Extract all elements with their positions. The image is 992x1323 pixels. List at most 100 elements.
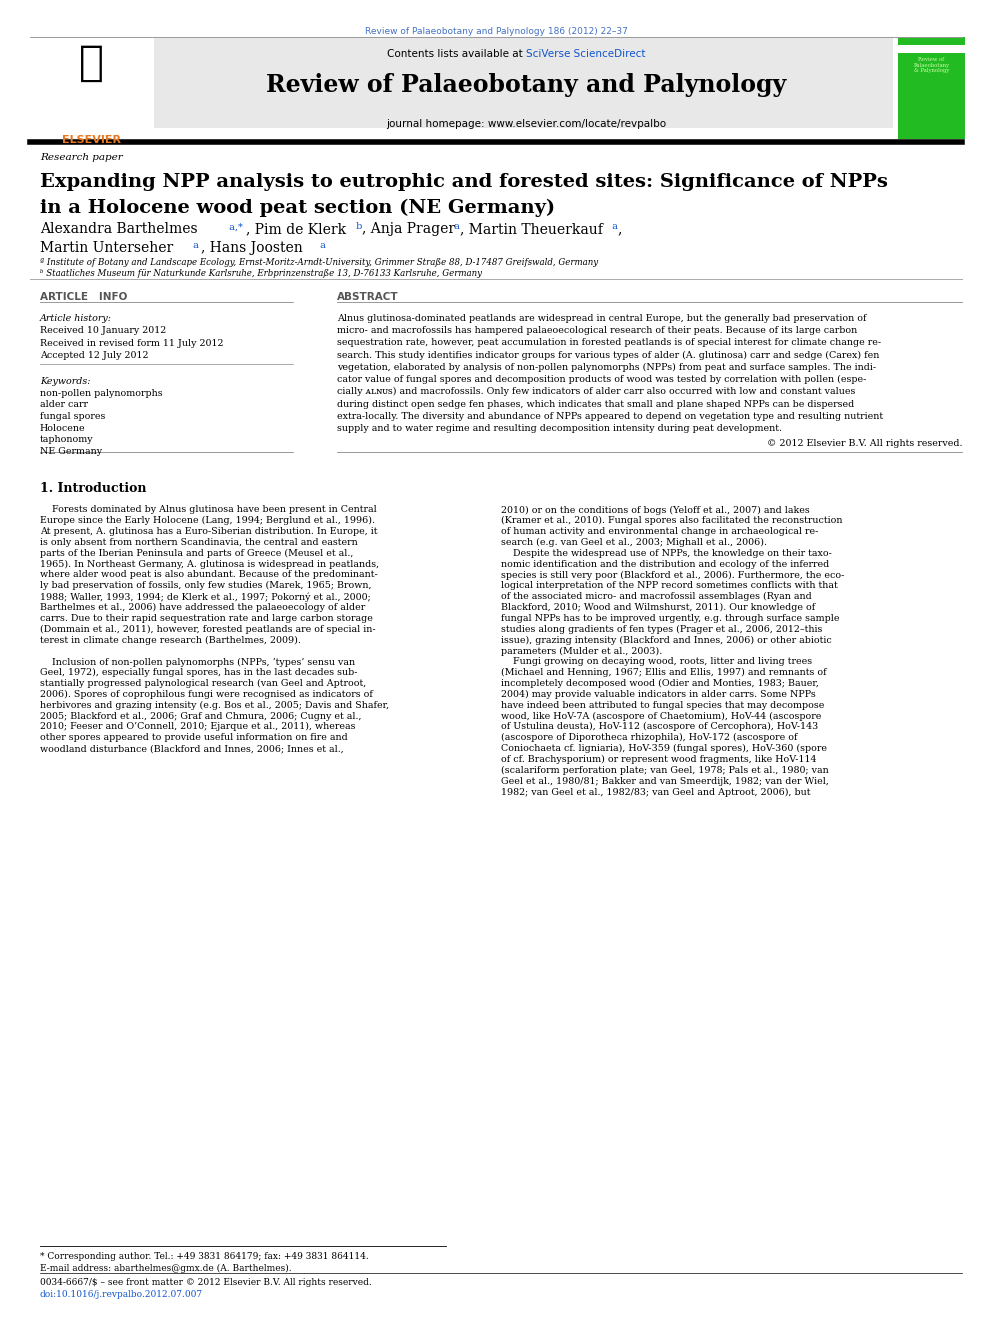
Text: alder carr: alder carr bbox=[40, 401, 87, 409]
Text: , Martin Theuerkauf: , Martin Theuerkauf bbox=[460, 222, 603, 237]
Text: Barthelmes et al., 2006) have addressed the palaeoecology of alder: Barthelmes et al., 2006) have addressed … bbox=[40, 603, 365, 613]
Text: Blackford, 2010; Wood and Wilmshurst, 2011). Our knowledge of: Blackford, 2010; Wood and Wilmshurst, 20… bbox=[501, 603, 815, 613]
Text: studies along gradients of fen types (Prager et al., 2006, 2012–this: studies along gradients of fen types (Pr… bbox=[501, 624, 822, 634]
Text: 1982; van Geel et al., 1982/83; van Geel and Aptroot, 2006), but: 1982; van Geel et al., 1982/83; van Geel… bbox=[501, 787, 810, 796]
Text: Despite the widespread use of NPPs, the knowledge on their taxo-: Despite the widespread use of NPPs, the … bbox=[501, 549, 832, 558]
Text: ELSEVIER: ELSEVIER bbox=[62, 135, 121, 146]
Text: ARTICLE   INFO: ARTICLE INFO bbox=[40, 292, 127, 303]
Text: have indeed been attributed to fungal species that may decompose: have indeed been attributed to fungal sp… bbox=[501, 701, 824, 709]
Text: (Dommain et al., 2011), however, forested peatlands are of special in-: (Dommain et al., 2011), however, foreste… bbox=[40, 624, 375, 634]
Bar bbox=[898, 45, 965, 53]
Text: in a Holocene wood peat section (NE Germany): in a Holocene wood peat section (NE Germ… bbox=[40, 198, 555, 217]
Text: a,*: a,* bbox=[226, 222, 243, 232]
Text: fungal spores: fungal spores bbox=[40, 411, 105, 421]
Text: Received 10 January 2012: Received 10 January 2012 bbox=[40, 325, 166, 335]
Text: 2005; Blackford et al., 2006; Graf and Chmura, 2006; Cugny et al.,: 2005; Blackford et al., 2006; Graf and C… bbox=[40, 712, 361, 721]
Text: of human activity and environmental change in archaeological re-: of human activity and environmental chan… bbox=[501, 527, 818, 536]
Text: a: a bbox=[190, 241, 199, 250]
Text: a: a bbox=[317, 241, 326, 250]
Text: ABSTRACT: ABSTRACT bbox=[337, 292, 399, 303]
Text: Research paper: Research paper bbox=[40, 153, 122, 163]
Text: Geel et al., 1980/81; Bakker and van Smeerdijk, 1982; van der Wiel,: Geel et al., 1980/81; Bakker and van Sme… bbox=[501, 777, 829, 786]
Text: nomic identification and the distribution and ecology of the inferred: nomic identification and the distributio… bbox=[501, 560, 829, 569]
Text: Article history:: Article history: bbox=[40, 314, 112, 323]
Text: Alexandra Barthelmes: Alexandra Barthelmes bbox=[40, 222, 197, 237]
Text: * Corresponding author. Tel.: +49 3831 864179; fax: +49 3831 864114.: * Corresponding author. Tel.: +49 3831 8… bbox=[40, 1252, 368, 1261]
Text: (Michael and Henning, 1967; Ellis and Ellis, 1997) and remnants of: (Michael and Henning, 1967; Ellis and El… bbox=[501, 668, 826, 677]
Text: b: b bbox=[353, 222, 362, 232]
Text: of cf. Brachysporium) or represent wood fragments, like HoV-114: of cf. Brachysporium) or represent wood … bbox=[501, 755, 816, 763]
Text: other spores appeared to provide useful information on fire and: other spores appeared to provide useful … bbox=[40, 733, 347, 742]
Text: issue), grazing intensity (Blackford and Innes, 2006) or other abiotic: issue), grazing intensity (Blackford and… bbox=[501, 635, 831, 644]
Text: fungal NPPs has to be improved urgently, e.g. through surface sample: fungal NPPs has to be improved urgently,… bbox=[501, 614, 839, 623]
Text: of the associated micro- and macrofossil assemblages (Ryan and: of the associated micro- and macrofossil… bbox=[501, 593, 811, 601]
Text: search (e.g. van Geel et al., 2003; Mighall et al., 2006).: search (e.g. van Geel et al., 2003; Migh… bbox=[501, 538, 767, 546]
Text: , Pim de Klerk: , Pim de Klerk bbox=[246, 222, 346, 237]
Text: vegetation, elaborated by analysis of non-pollen palynomorphs (NPPs) from peat a: vegetation, elaborated by analysis of no… bbox=[337, 363, 876, 372]
Text: Martin Unterseher: Martin Unterseher bbox=[40, 241, 173, 255]
Text: 2006). Spores of coprophilous fungi were recognised as indicators of: 2006). Spores of coprophilous fungi were… bbox=[40, 689, 373, 699]
Text: 0034-6667/$ – see front matter © 2012 Elsevier B.V. All rights reserved.: 0034-6667/$ – see front matter © 2012 El… bbox=[40, 1278, 371, 1287]
Text: woodland disturbance (Blackford and Innes, 2006; Innes et al.,: woodland disturbance (Blackford and Inne… bbox=[40, 744, 343, 753]
Text: Keywords:: Keywords: bbox=[40, 377, 90, 386]
Bar bbox=[898, 37, 965, 139]
Text: taphonomy: taphonomy bbox=[40, 435, 93, 445]
Text: ª Institute of Botany and Landscape Ecology, Ernst-Moritz-Arndt-University, Grim: ª Institute of Botany and Landscape Ecol… bbox=[40, 258, 598, 267]
Text: ,: , bbox=[617, 222, 621, 237]
Text: Expanding NPP analysis to eutrophic and forested sites: Significance of NPPs: Expanding NPP analysis to eutrophic and … bbox=[40, 173, 888, 192]
Text: Europe since the Early Holocene (Lang, 1994; Berglund et al., 1996).: Europe since the Early Holocene (Lang, 1… bbox=[40, 516, 375, 525]
Text: NE Germany: NE Germany bbox=[40, 447, 102, 456]
Text: Review of Palaeobotany and Palynology: Review of Palaeobotany and Palynology bbox=[266, 73, 786, 97]
Text: where alder wood peat is also abundant. Because of the predominant-: where alder wood peat is also abundant. … bbox=[40, 570, 377, 579]
Text: a: a bbox=[609, 222, 618, 232]
Text: Holocene: Holocene bbox=[40, 423, 85, 433]
Text: a: a bbox=[451, 222, 460, 232]
Text: is only absent from northern Scandinavia, the central and eastern: is only absent from northern Scandinavia… bbox=[40, 538, 357, 546]
Text: doi:10.1016/j.revpalbo.2012.07.007: doi:10.1016/j.revpalbo.2012.07.007 bbox=[40, 1290, 202, 1299]
Text: of Ustulina deusta), HoV-112 (ascospore of Cercophora), HoV-143: of Ustulina deusta), HoV-112 (ascospore … bbox=[501, 722, 818, 732]
Text: Forests dominated by Alnus glutinosa have been present in Central: Forests dominated by Alnus glutinosa hav… bbox=[40, 505, 376, 515]
Text: (Kramer et al., 2010). Fungal spores also facilitated the reconstruction: (Kramer et al., 2010). Fungal spores als… bbox=[501, 516, 842, 525]
Text: parts of the Iberian Peninsula and parts of Greece (Meusel et al.,: parts of the Iberian Peninsula and parts… bbox=[40, 549, 353, 558]
Text: At present, A. glutinosa has a Euro-Siberian distribution. In Europe, it: At present, A. glutinosa has a Euro-Sibe… bbox=[40, 527, 377, 536]
Text: cator value of fungal spores and decomposition products of wood was tested by co: cator value of fungal spores and decompo… bbox=[337, 376, 867, 384]
Text: E-mail address: abarthelmes@gmx.de (A. Barthelmes).: E-mail address: abarthelmes@gmx.de (A. B… bbox=[40, 1263, 292, 1273]
Text: ᵇ Staatliches Museum für Naturkunde Karlsruhe, Erbprinzenstraße 13, D-76133 Karl: ᵇ Staatliches Museum für Naturkunde Karl… bbox=[40, 269, 482, 278]
Text: stantially progressed palynological research (van Geel and Aptroot,: stantially progressed palynological rese… bbox=[40, 679, 366, 688]
Text: SciVerse ScienceDirect: SciVerse ScienceDirect bbox=[526, 49, 645, 60]
Text: Fungi growing on decaying wood, roots, litter and living trees: Fungi growing on decaying wood, roots, l… bbox=[501, 658, 812, 667]
Text: search. This study identifies indicator groups for various types of alder (A. gl: search. This study identifies indicator … bbox=[337, 351, 880, 360]
Text: terest in climate change research (Barthelmes, 2009).: terest in climate change research (Barth… bbox=[40, 635, 301, 644]
Bar bbox=[154, 38, 893, 128]
Text: 1988; Waller, 1993, 1994; de Klerk et al., 1997; Pokorný et al., 2000;: 1988; Waller, 1993, 1994; de Klerk et al… bbox=[40, 593, 370, 602]
Text: Review of Palaeobotany and Palynology 186 (2012) 22–37: Review of Palaeobotany and Palynology 18… bbox=[365, 26, 627, 36]
Bar bbox=[30, 37, 154, 139]
Text: non-pollen palynomorphs: non-pollen palynomorphs bbox=[40, 389, 163, 398]
Text: extra-locally. The diversity and abundance of NPPs appeared to depend on vegetat: extra-locally. The diversity and abundan… bbox=[337, 411, 884, 421]
Text: Geel, 1972), especially fungal spores, has in the last decades sub-: Geel, 1972), especially fungal spores, h… bbox=[40, 668, 357, 677]
Text: Alnus glutinosa-dominated peatlands are widespread in central Europe, but the ge: Alnus glutinosa-dominated peatlands are … bbox=[337, 314, 867, 323]
Text: during distinct open sedge fen phases, which indicates that small and plane shap: during distinct open sedge fen phases, w… bbox=[337, 400, 854, 409]
Text: Accepted 12 July 2012: Accepted 12 July 2012 bbox=[40, 351, 148, 360]
Text: , Anja Prager: , Anja Prager bbox=[362, 222, 455, 237]
Text: 🌲: 🌲 bbox=[78, 42, 104, 85]
Text: species is still very poor (Blackford et al., 2006). Furthermore, the eco-: species is still very poor (Blackford et… bbox=[501, 570, 844, 579]
Text: 2010; Feeser and O’Connell, 2010; Ejarque et al., 2011), whereas: 2010; Feeser and O’Connell, 2010; Ejarqu… bbox=[40, 722, 355, 732]
Text: carrs. Due to their rapid sequestration rate and large carbon storage: carrs. Due to their rapid sequestration … bbox=[40, 614, 373, 623]
Text: Inclusion of non-pollen palynomorphs (NPPs, ‘types’ sensu van: Inclusion of non-pollen palynomorphs (NP… bbox=[40, 658, 355, 667]
Text: Received in revised form 11 July 2012: Received in revised form 11 July 2012 bbox=[40, 339, 223, 348]
Text: parameters (Mulder et al., 2003).: parameters (Mulder et al., 2003). bbox=[501, 647, 663, 655]
Text: 2010) or on the conditions of bogs (Yeloff et al., 2007) and lakes: 2010) or on the conditions of bogs (Yelo… bbox=[501, 505, 809, 515]
Text: (scalariform perforation plate; van Geel, 1978; Pals et al., 1980; van: (scalariform perforation plate; van Geel… bbox=[501, 766, 828, 775]
Text: 1. Introduction: 1. Introduction bbox=[40, 482, 146, 495]
Text: Coniochaeta cf. ligniaria), HoV-359 (fungal spores), HoV-360 (spore: Coniochaeta cf. ligniaria), HoV-359 (fun… bbox=[501, 744, 827, 753]
Text: cially ᴀʟɴᴜѕ) and macrofossils. Only few indicators of alder carr also occurred : cially ᴀʟɴᴜѕ) and macrofossils. Only few… bbox=[337, 388, 856, 397]
Text: , Hans Joosten: , Hans Joosten bbox=[201, 241, 304, 255]
Text: sequestration rate, however, peat accumulation in forested peatlands is of speci: sequestration rate, however, peat accumu… bbox=[337, 339, 882, 347]
Text: herbivores and grazing intensity (e.g. Bos et al., 2005; Davis and Shafer,: herbivores and grazing intensity (e.g. B… bbox=[40, 701, 389, 709]
Text: (ascospore of Diporotheca rhizophila), HoV-172 (ascospore of: (ascospore of Diporotheca rhizophila), H… bbox=[501, 733, 798, 742]
Text: supply and to water regime and resulting decomposition intensity during peat dev: supply and to water regime and resulting… bbox=[337, 425, 783, 434]
Text: Contents lists available at: Contents lists available at bbox=[387, 49, 526, 60]
Text: ly bad preservation of fossils, only few studies (Marek, 1965; Brown,: ly bad preservation of fossils, only few… bbox=[40, 581, 371, 590]
Text: logical interpretation of the NPP record sometimes conflicts with that: logical interpretation of the NPP record… bbox=[501, 581, 837, 590]
